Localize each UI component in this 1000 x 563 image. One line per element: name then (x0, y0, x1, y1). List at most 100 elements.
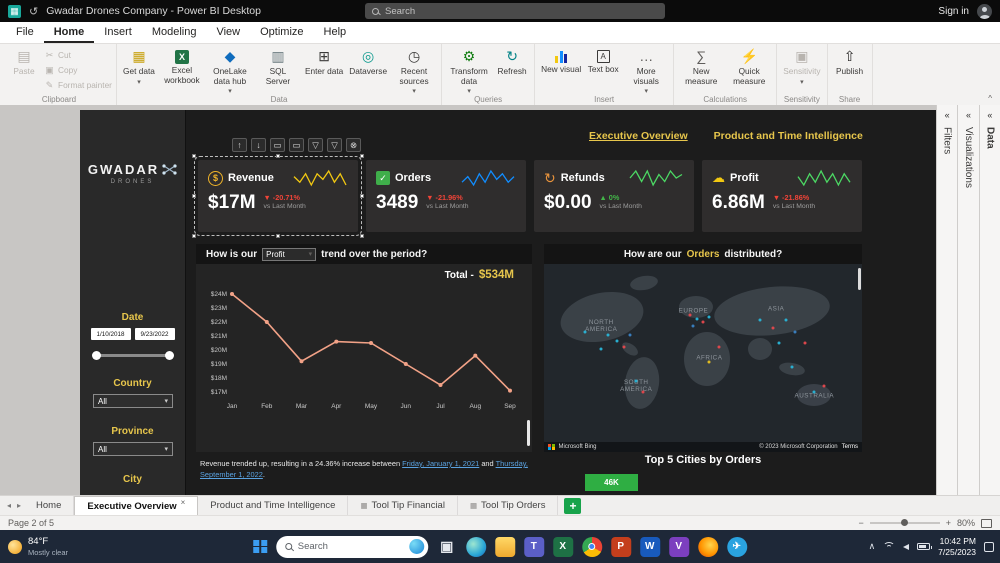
map-data-point[interactable] (688, 313, 692, 317)
new-measure-button[interactable]: ∑ New measure (685, 48, 718, 86)
task-view-icon[interactable]: ▣ (440, 538, 454, 554)
kpi-card-revenue[interactable]: $ Revenue $17M ▼ -20.71% vs Last Month (192, 154, 364, 238)
map-data-point[interactable] (599, 347, 603, 351)
map-data-point[interactable] (758, 318, 762, 322)
word-icon[interactable]: W (639, 536, 660, 557)
tab-executive-overview[interactable]: Executive Overview × (74, 496, 199, 515)
collapse-ribbon-icon[interactable]: ^ (988, 94, 992, 103)
wifi-icon[interactable] (883, 541, 896, 552)
visual-header-button[interactable]: ▽ (308, 138, 323, 152)
map-data-point[interactable] (707, 360, 711, 364)
date-range-slider[interactable] (92, 350, 174, 360)
sql-server-button[interactable]: ▥ SQL Server (265, 48, 291, 86)
map-data-point[interactable] (717, 345, 721, 349)
map-panel[interactable]: How are our Orders distributed? (544, 244, 862, 452)
weather-widget[interactable]: 84°F Mostly clear (8, 530, 68, 563)
map-data-point[interactable] (583, 330, 587, 334)
paste-button[interactable]: ▤ Paste (13, 48, 35, 76)
visual-header-button[interactable]: ⊗ (346, 138, 361, 152)
refresh-button[interactable]: ↻ Refresh (497, 48, 527, 76)
menu-modeling[interactable]: Modeling (151, 25, 197, 38)
format-painter-button[interactable]: ✎ Format painter (45, 79, 112, 91)
map-data-point[interactable] (691, 324, 695, 328)
slider-handle-left[interactable] (92, 350, 101, 360)
excel-icon[interactable]: X (552, 536, 573, 557)
menu-home[interactable]: Home (43, 22, 95, 43)
titlebar-search[interactable]: Search (365, 3, 665, 19)
menu-help[interactable]: Help (323, 25, 347, 38)
zoom-out-button[interactable]: − (858, 518, 864, 528)
map-data-point[interactable] (615, 339, 619, 343)
firefox-icon[interactable] (697, 536, 718, 557)
top5-bar[interactable]: 46K (585, 474, 638, 491)
edge-icon[interactable] (465, 536, 486, 557)
battery-icon[interactable] (917, 543, 933, 550)
tab-product-and-time-intelligence[interactable]: Product and Time Intelligence (198, 496, 349, 515)
expand-icon[interactable]: « (965, 110, 971, 120)
close-tab-icon[interactable]: × (180, 498, 186, 507)
map-data-point[interactable] (784, 318, 788, 322)
transform-data-button[interactable]: ⚙ Transform data ▾ (450, 48, 488, 96)
avatar[interactable] (977, 3, 992, 19)
undo-icon[interactable]: ↺ (29, 5, 39, 18)
map-data-point[interactable] (701, 320, 705, 324)
trend-scrollbar[interactable] (527, 420, 530, 446)
fit-to-page-icon[interactable] (981, 518, 992, 528)
kpi-card-profit[interactable]: ☁ Profit 6.86M ▼ -21.86% vs Last Month (702, 160, 862, 232)
new-visual-button[interactable]: New visual (539, 46, 583, 77)
tab-scroll-left[interactable]: ◂ (7, 501, 12, 510)
map-data-point[interactable] (793, 330, 797, 334)
visual-header-button[interactable]: ↑ (232, 138, 247, 152)
sensitivity-button[interactable]: ▣ Sensitivity ▾ (783, 48, 821, 86)
map-data-point[interactable] (790, 365, 794, 369)
teams-icon[interactable]: T (523, 536, 544, 557)
taskbar-search[interactable]: Search (275, 535, 428, 558)
visual-header-button[interactable]: ▽ (327, 138, 342, 152)
text-box-button[interactable]: A Text box (587, 50, 619, 74)
add-page-button[interactable]: + (564, 497, 582, 514)
filters-pane[interactable]: « Filters (936, 105, 958, 495)
menu-view[interactable]: View (216, 25, 241, 38)
map-data-point[interactable] (777, 341, 781, 345)
menu-file[interactable]: File (16, 25, 34, 38)
date-link-start[interactable]: Friday, January 1, 2021 (402, 459, 480, 468)
nav-product-time-intelligence[interactable]: Product and Time Intelligence (713, 130, 863, 142)
file-explorer-icon[interactable] (494, 536, 515, 557)
zoom-in-button[interactable]: + (945, 518, 951, 528)
kpi-card-orders[interactable]: ✓ Orders 3489 ▼ -21.96% vs Last Month (366, 160, 526, 232)
map-data-point[interactable] (812, 390, 816, 394)
get-data-button[interactable]: ▦ Get data ▾ (123, 48, 155, 86)
chrome-icon[interactable] (581, 536, 602, 557)
map-data-point[interactable] (606, 333, 610, 337)
zoom-slider-handle[interactable] (901, 519, 909, 526)
visual-header-button[interactable]: ↓ (251, 138, 266, 152)
tab-scroll-right[interactable]: ▸ (17, 501, 22, 510)
map-data-point[interactable] (634, 379, 638, 383)
map-data-point[interactable] (822, 384, 826, 388)
more-visuals-button[interactable]: … More visuals ▾ (633, 48, 659, 96)
kpi-card-refunds[interactable]: ↻ Refunds $0.00 ▲ 0% vs Last Month (534, 160, 694, 232)
menu-optimize[interactable]: Optimize (260, 25, 304, 38)
date-to-input[interactable]: 9/23/2022 (134, 328, 175, 340)
map-data-point[interactable] (628, 333, 632, 337)
telegram-icon[interactable]: ✈ (726, 536, 747, 557)
sign-in-link[interactable]: Sign in (938, 5, 969, 17)
tab-tool-tip-orders[interactable]: ▦ Tool Tip Orders (458, 496, 559, 515)
copy-button[interactable]: ▣ Copy (45, 64, 78, 76)
visual-header-button[interactable]: ▭ (289, 138, 304, 152)
expand-icon[interactable]: « (944, 110, 950, 120)
slider-handle-right[interactable] (165, 350, 174, 360)
zoom-slider[interactable] (869, 519, 940, 526)
excel-workbook-button[interactable]: X Excel workbook (164, 50, 200, 85)
onelake-data-hub-button[interactable]: ◆ OneLake data hub ▾ (213, 48, 247, 96)
map-data-point[interactable] (707, 315, 711, 319)
powerpoint-icon[interactable]: P (610, 536, 631, 557)
start-button[interactable] (253, 539, 267, 554)
visual-studio-icon[interactable]: V (668, 536, 689, 557)
clock[interactable]: 10:42 PM 7/25/2023 (938, 536, 976, 557)
measure-select[interactable]: Profit ▾ (262, 247, 317, 261)
recent-sources-button[interactable]: ◷ Recent sources ▾ (399, 48, 429, 96)
enter-data-button[interactable]: ⊞ Enter data (304, 48, 344, 76)
terms-link[interactable]: Terms (841, 444, 858, 450)
world-map[interactable]: NORTH AMERICA EUROPE ASIA AFRICA SOUTH AMERI… (544, 264, 862, 452)
